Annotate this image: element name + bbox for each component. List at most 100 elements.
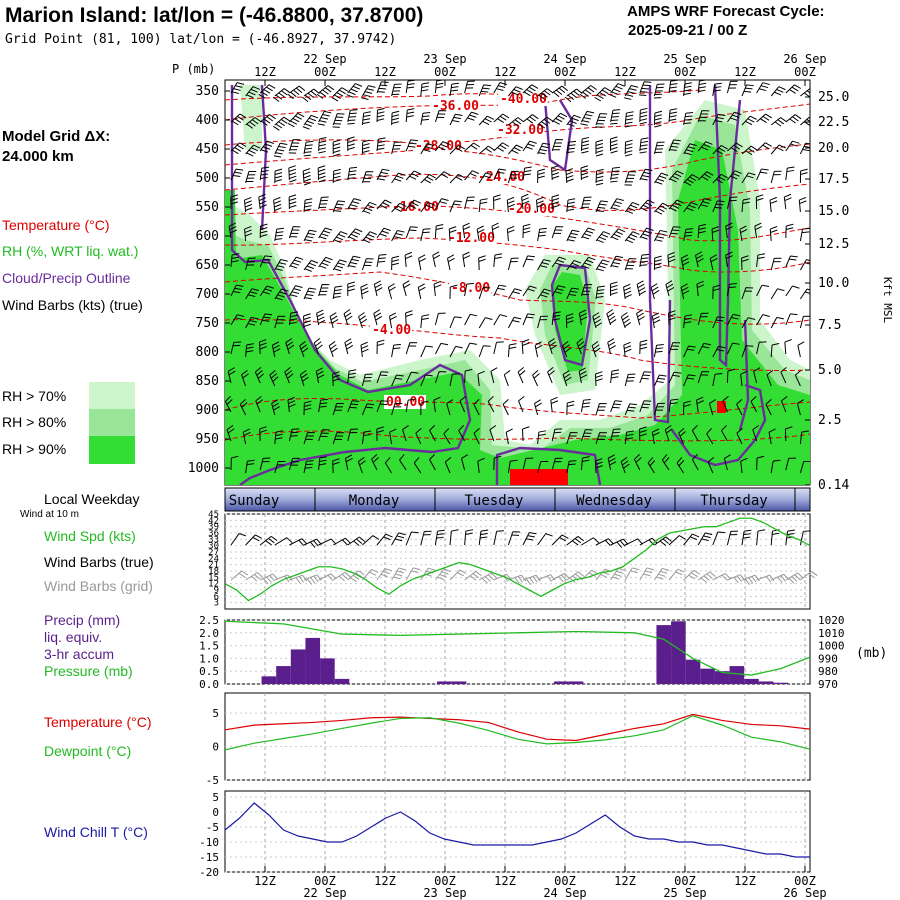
temperature-label: -8.00 — [451, 281, 490, 296]
upper-wind-barb — [726, 282, 737, 297]
upper-wind-barb — [274, 259, 288, 271]
pressure-tick: 400 — [196, 113, 219, 128]
upper-wind-barb — [667, 310, 676, 326]
wind-barb-true — [785, 529, 795, 546]
upper-wind-barb — [725, 222, 734, 239]
temperature-contour — [225, 143, 810, 173]
upper-wind-barb — [402, 280, 411, 297]
upper-wind-barb — [668, 80, 678, 94]
upper-wind-barb — [259, 140, 275, 153]
temperature-label: -24.00 — [478, 170, 525, 185]
upper-wind-barb — [551, 194, 560, 210]
upper-wind-barb — [712, 284, 721, 300]
pressure-axis-title: P (mb) — [172, 62, 215, 76]
bottom-hour-label: 00Z — [314, 874, 336, 888]
upper-wind-barb — [680, 283, 690, 300]
weekday-label: Monday — [349, 493, 400, 509]
upper-wind-barb — [697, 342, 711, 355]
upper-wind-barb — [576, 338, 586, 355]
upper-wind-barb — [639, 253, 650, 268]
pressure-tick: 1020 — [818, 614, 845, 627]
wind-barb-grid — [668, 568, 685, 581]
upper-wind-barb — [332, 432, 345, 445]
upper-wind-barb — [506, 225, 515, 242]
upper-wind-barb — [580, 136, 590, 154]
upper-wind-barb — [303, 140, 314, 157]
wind-barb-true — [741, 529, 752, 546]
pressure-tick: 850 — [196, 374, 219, 389]
legend-wind-chill: Wind Chill T (°C) — [44, 824, 148, 840]
upper-wind-barb — [344, 454, 353, 471]
upper-wind-barb — [347, 255, 361, 268]
wind-barb-true — [391, 532, 406, 546]
upper-wind-barb — [756, 142, 772, 152]
wind-barb-grid — [303, 574, 322, 585]
upper-wind-barb — [449, 200, 462, 213]
upper-wind-barb — [668, 398, 679, 413]
bottom-date-label: 24 Sep — [543, 886, 586, 900]
upper-wind-barb — [464, 142, 480, 152]
top-hour-label: 12Z — [494, 65, 516, 79]
upper-wind-barb — [303, 432, 315, 445]
upper-wind-barb — [770, 316, 784, 329]
wind-barb-grid — [391, 567, 406, 581]
windchill-tick: 5 — [212, 791, 219, 804]
top-hour-label: 00Z — [554, 65, 576, 79]
pressure-tick: 980 — [818, 665, 838, 678]
upper-wind-barb — [507, 170, 519, 184]
upper-wind-barb — [697, 371, 710, 384]
upper-wind-barb — [346, 83, 363, 98]
upper-wind-barb — [683, 228, 694, 242]
upper-wind-barb — [245, 288, 259, 300]
wind-barb-true — [610, 538, 629, 548]
wind-barb-grid — [770, 573, 790, 584]
precip-bar — [276, 666, 291, 684]
upper-wind-barb — [449, 173, 466, 184]
upper-wind-barb — [712, 345, 726, 358]
upper-wind-barb — [288, 285, 303, 298]
upper-wind-barb — [721, 425, 728, 442]
upper-wind-barb — [317, 165, 326, 183]
upper-wind-barb — [507, 257, 519, 271]
upper-wind-barb — [565, 168, 574, 184]
upper-wind-barb — [420, 400, 429, 416]
wind-barb-true — [332, 537, 351, 546]
upper-wind-barb — [255, 396, 264, 413]
legend-rh80-swatch — [89, 409, 135, 436]
legend-wind-barbs: Wind Barbs (kts) (true) — [2, 297, 143, 313]
upper-wind-barb — [667, 251, 676, 268]
upper-wind-barb — [712, 316, 725, 329]
upper-wind-barb — [491, 222, 500, 239]
upper-wind-barb — [462, 251, 471, 268]
bottom-date-label: 26 Sep — [783, 886, 826, 900]
upper-wind-barb — [505, 428, 513, 445]
upper-wind-barb — [595, 231, 611, 244]
upper-wind-barb — [274, 460, 286, 474]
upper-wind-barb — [683, 345, 696, 358]
upper-wind-barb — [435, 171, 451, 181]
legend-rh90-swatch — [89, 436, 135, 464]
upper-wind-barb — [259, 114, 276, 126]
wind-barb-grid — [756, 574, 775, 583]
wind-speed-tick: 42 — [208, 516, 219, 526]
upper-wind-barb — [683, 374, 696, 387]
upper-wind-barb — [636, 280, 647, 297]
height-axis: 25.0 22.5 20.0 17.5 15.0 12.5 10.0 7.5 5.0 2.5 0.1… — [805, 90, 894, 493]
upper-wind-barb — [736, 398, 743, 416]
upper-wind-barb — [288, 457, 300, 471]
upper-wind-barb — [665, 280, 675, 297]
upper-wind-barb — [376, 168, 390, 181]
upper-wind-barb — [639, 81, 652, 96]
upper-wind-barb — [561, 341, 572, 358]
legend-rh70-swatch — [89, 382, 135, 409]
windchill-tick: -15 — [199, 851, 219, 864]
upper-wind-barb — [477, 457, 485, 474]
upper-wind-barb — [691, 454, 699, 471]
legend-precip-accum: 3-hr accum — [44, 646, 115, 662]
upper-wind-barb — [376, 107, 385, 123]
upper-wind-barb — [756, 113, 772, 124]
upper-wind-barb — [284, 366, 294, 384]
height-tick: 7.5 — [818, 318, 841, 333]
upper-wind-barb — [566, 140, 577, 155]
top-date-label: 23 Sep — [423, 52, 466, 66]
